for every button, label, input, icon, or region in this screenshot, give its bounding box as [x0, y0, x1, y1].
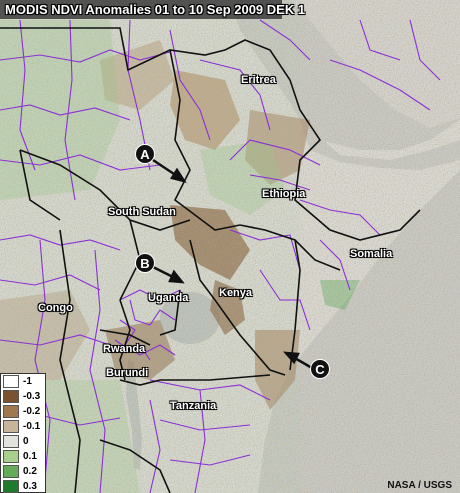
country-label-tanzania: Tanzania: [170, 400, 217, 412]
legend-item: -0.2: [1, 404, 47, 419]
legend-swatch: [3, 480, 19, 493]
legend-item: 0.2: [1, 464, 47, 479]
legend-swatch: [3, 450, 19, 463]
marker-a: A: [135, 144, 155, 164]
legend-label: -0.2: [23, 406, 41, 417]
country-label-burundi: Burundi: [106, 367, 149, 379]
admin-borders: [0, 19, 441, 493]
country-label-south-sudan: South Sudan: [108, 206, 176, 218]
legend-swatch: [3, 375, 19, 388]
country-borders: [0, 27, 421, 493]
map-title: MODIS NDVI Anomalies 01 to 10 Sep 2009 D…: [5, 2, 306, 17]
legend-swatch: [3, 405, 19, 418]
country-label-ethiopia: Ethiopia: [262, 188, 306, 200]
country-label-congo: Congo: [38, 302, 73, 314]
country-label-uganda: Uganda: [148, 292, 189, 304]
country-label-kenya: Kenya: [219, 287, 253, 299]
legend-swatch: [3, 390, 19, 403]
marker-b: B: [135, 253, 155, 273]
legend-swatch: [3, 420, 19, 433]
legend-item: -0.1: [1, 419, 47, 434]
country-label-rwanda: Rwanda: [103, 343, 146, 355]
country-label-eritrea: Eritrea: [241, 74, 276, 86]
legend-item: -1: [1, 374, 47, 389]
legend-label: 0.2: [23, 466, 37, 477]
callout-arrows: [152, 158, 313, 370]
legend-label: 0.1: [23, 451, 37, 462]
legend-item: 0.3: [1, 479, 47, 493]
ndvi-legend: -1 -0.3 -0.2 -0.1 0 0.1 0.2 0.3: [0, 373, 46, 493]
legend-label: -0.3: [23, 391, 41, 402]
credit-text: NASA / USGS: [387, 480, 452, 491]
legend-label: -0.1: [23, 421, 41, 432]
country-label-somalia: Somalia: [350, 248, 393, 260]
legend-swatch: [3, 435, 19, 448]
legend-label: -1: [23, 376, 32, 387]
legend-item: 0: [1, 434, 47, 449]
title-bar: [0, 0, 282, 19]
legend-label: 0: [23, 436, 29, 447]
legend-item: 0.1: [1, 449, 47, 464]
legend-label: 0.3: [23, 481, 37, 492]
legend-item: -0.3: [1, 389, 47, 404]
marker-c: C: [310, 359, 330, 379]
legend-swatch: [3, 465, 19, 478]
